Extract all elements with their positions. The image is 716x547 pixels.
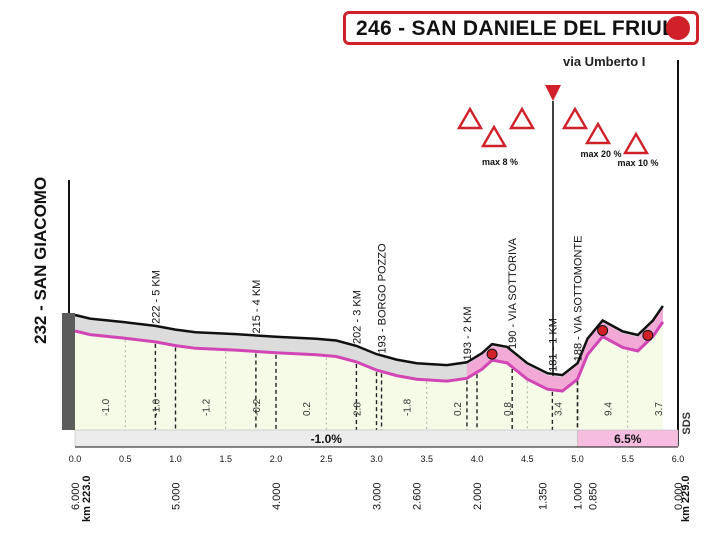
segment-gradient-label: -0.2 — [252, 398, 263, 416]
x-tick-label: 6.0 — [672, 454, 685, 464]
landmarks-group: 222 - 5 KM 215 - 4 KM 202 - 3 KM 193 - BORG… — [150, 236, 584, 372]
remaining-km-label: 2.000 — [472, 482, 484, 510]
sds-logo: SDS — [681, 412, 693, 435]
landmark-label: 193 - BORGO POZZO — [377, 243, 389, 353]
segment-gradient-label: 0.2 — [453, 402, 464, 416]
x-tick-label: 4.5 — [521, 454, 534, 464]
profile-fill — [75, 321, 663, 430]
steep-climb-icon — [480, 124, 508, 148]
gradient-bar-group: -1.0% 6.5% — [74, 429, 679, 448]
landmark-label: 190 - VIA SOTTORIVA — [507, 237, 519, 349]
steep-marker-dot — [486, 348, 498, 360]
landmark-label: 193 - 2 KM — [462, 307, 474, 361]
gradient-band-label: -1.0% — [311, 432, 343, 446]
x-tick-label: 1.0 — [169, 454, 182, 464]
gradient-band-label: 6.5% — [614, 432, 642, 446]
steep-markers-group — [486, 324, 654, 360]
segment-gradient-label: 0.2 — [302, 402, 313, 416]
narrow-road-icon — [456, 106, 484, 130]
segment-gradient-label: 0.8 — [503, 402, 514, 416]
remaining-km-label: 1.350 — [537, 482, 549, 510]
terrain-line — [74, 305, 664, 377]
landmark-label: 188 - VIA SOTTOMONTE — [573, 236, 585, 362]
x-tick-label: 2.5 — [320, 454, 333, 464]
landmark-label: 222 - 5 KM — [150, 270, 162, 324]
segment-gradient-label: -1.8 — [403, 398, 414, 416]
signs-group: max 8 % max 20 %max 10 % — [456, 85, 659, 376]
start-wall — [62, 313, 75, 430]
steep-marker-dot — [642, 329, 654, 341]
segment-gradient-label: 3.4 — [553, 402, 564, 416]
start-km-label: km 223.0 — [81, 476, 93, 522]
x-tick-label: 3.5 — [420, 454, 433, 464]
remaining-km-label: 1.000 — [573, 482, 585, 510]
finish-title-box: 246 - SAN DANIELE DEL FRIULI — [343, 11, 699, 45]
cycling-icon — [666, 16, 690, 40]
remaining-km-label: 3.000 — [372, 482, 384, 510]
x-tick-label: 3.0 — [370, 454, 383, 464]
flamme-rouge-icon — [545, 85, 561, 101]
landmark-label: 215 - 4 KM — [251, 280, 263, 334]
x-tick-label: 1.5 — [219, 454, 232, 464]
steep-climb-icon — [584, 121, 612, 145]
x-tick-label: 0.5 — [119, 454, 132, 464]
steep-max-label: max 20 % — [580, 149, 621, 159]
turn-left-icon — [508, 106, 536, 130]
final-climb-band — [466, 307, 663, 392]
segment-gradient-label: 2.8 — [352, 402, 363, 416]
finish-title: 246 - SAN DANIELE DEL FRIULI — [356, 17, 682, 40]
segment-gradient-label: 9.4 — [604, 402, 615, 416]
x-tick-label: 5.0 — [571, 454, 584, 464]
landmark-label: 202 - 3 KM — [351, 290, 363, 344]
end-km-label: km 229.0 — [680, 476, 692, 522]
steep-max-label: max 8 % — [482, 157, 518, 167]
profile-area-group — [62, 60, 679, 446]
steep-climb-icon — [622, 131, 650, 155]
remaining-km-label: 0.850 — [588, 482, 600, 510]
remaining-km-label: 4.000 — [271, 482, 283, 510]
x-axis-group: 0.0 0.5 1.0 1.5 2.0 2.5 3.0 3.5 4.0 4.5 5.0 5.5 6.0 6… — [69, 446, 685, 510]
segment-gradient-label: 3.7 — [654, 402, 665, 416]
x-tick-label: 2.0 — [270, 454, 283, 464]
remaining-km-label: 6.000 — [70, 482, 82, 510]
steep-max-label: max 10 % — [617, 158, 658, 168]
start-location-label: 232 - SAN GIACOMO — [31, 177, 50, 344]
segment-gradient-label: -1.2 — [202, 398, 213, 416]
road-line — [74, 321, 665, 393]
turn-left-icon — [561, 106, 589, 130]
segment-gradient-label: -1.0 — [151, 398, 162, 416]
segment-gradients-group: -1.0 -1.0 -1.2 -0.2 0.2 2.8 -1.8 0.2 0.8 3.4 9.4 3.… — [101, 398, 665, 416]
steep-marker-dot — [597, 324, 609, 336]
x-tick-label: 4.0 — [471, 454, 484, 464]
segment-gradient-label: -1.0 — [101, 398, 112, 416]
remaining-km-label: 0.000 — [673, 482, 685, 510]
x-tick-label: 5.5 — [621, 454, 634, 464]
distance-lines-group — [124, 340, 629, 430]
finish-street: via Umberto I — [563, 54, 646, 69]
remaining-km-label: 2.600 — [412, 482, 424, 510]
x-tick-label: 0.0 — [69, 454, 82, 464]
remaining-km-label: 5.000 — [171, 482, 183, 510]
